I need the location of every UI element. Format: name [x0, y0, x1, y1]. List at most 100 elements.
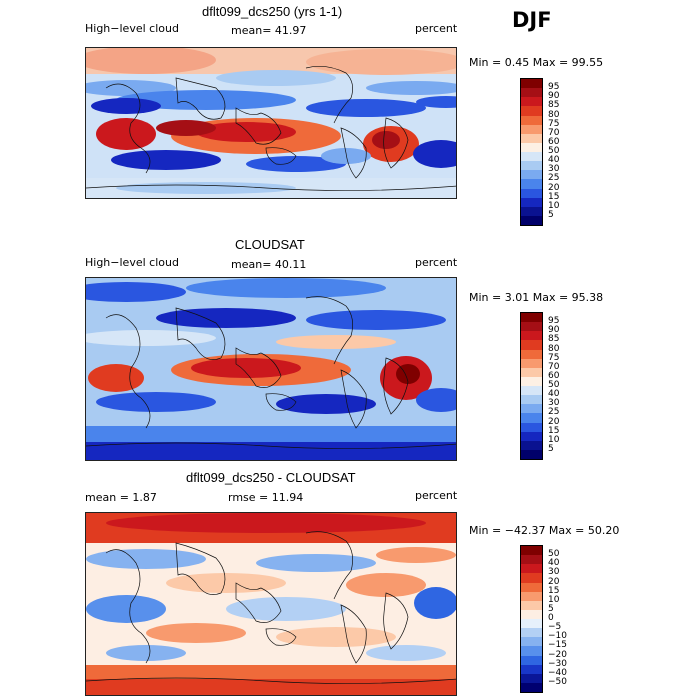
- season-label: DJF: [512, 8, 552, 32]
- colorbar-swatch: [521, 555, 542, 565]
- colorbar-swatch: [521, 133, 542, 143]
- colorbar-tick-label: 95: [548, 316, 560, 327]
- colorbar-tick-label: 40: [548, 558, 560, 569]
- colorbar-swatch: [521, 431, 542, 441]
- panel-2-units: percent: [415, 256, 458, 269]
- colorbar-tick-label: −5: [548, 622, 562, 633]
- colorbar-tick-label: −10: [548, 631, 567, 642]
- panel-1-min-max: Min = 0.45 Max = 99.55: [469, 56, 604, 69]
- panel-1-title: dflt099_dcs250 (yrs 1-1): [202, 4, 343, 19]
- colorbar-tick-label: 5: [548, 209, 554, 220]
- colorbar-swatch: [521, 376, 542, 386]
- colorbar-swatch: [521, 79, 542, 89]
- panel-3-min-max: Min = −42.37 Max = 50.20: [469, 524, 620, 537]
- colorbar-tick-label: 30: [548, 567, 560, 578]
- colorbar-swatch: [521, 179, 542, 189]
- colorbar-swatch: [521, 97, 542, 107]
- colorbar-swatch: [521, 582, 542, 592]
- colorbar-swatch: [521, 646, 542, 656]
- colorbar-swatch: [521, 367, 542, 377]
- colorbar-swatch: [521, 682, 542, 692]
- colorbar-swatch: [521, 600, 542, 610]
- colorbar-swatch: [521, 340, 542, 350]
- colorbar-tick-label: 40: [548, 389, 560, 400]
- colorbar-tick-label: 5: [548, 603, 554, 614]
- colorbar-swatch: [521, 673, 542, 683]
- colorbar-tick-label: 15: [548, 585, 560, 596]
- panel-1-colorbar: [520, 78, 543, 226]
- colorbar-tick-label: 20: [548, 576, 560, 587]
- panel-2-map-field: [86, 278, 456, 460]
- colorbar-tick-label: 80: [548, 343, 560, 354]
- colorbar-tick-label: 95: [548, 82, 560, 93]
- colorbar-swatch: [521, 206, 542, 216]
- colorbar-tick-label: 5: [548, 443, 554, 454]
- colorbar-swatch: [521, 349, 542, 359]
- colorbar-swatch: [521, 637, 542, 647]
- colorbar-tick-label: 10: [548, 200, 560, 211]
- colorbar-swatch: [521, 395, 542, 405]
- colorbar-swatch: [521, 564, 542, 574]
- colorbar-swatch: [521, 546, 542, 556]
- panel-1-variable-label: High−level cloud: [85, 22, 179, 35]
- colorbar-tick-label: 75: [548, 352, 560, 363]
- panel-3-title: dflt099_dcs250 - CLOUDSAT: [186, 470, 356, 485]
- colorbar-tick-label: 70: [548, 361, 560, 372]
- panel-2-colorbar: [520, 312, 543, 460]
- colorbar-swatch: [521, 628, 542, 638]
- colorbar-swatch: [521, 124, 542, 134]
- colorbar-tick-label: 30: [548, 398, 560, 409]
- panel-3-rmse: rmse = 11.94: [228, 491, 304, 504]
- colorbar-tick-label: 25: [548, 173, 560, 184]
- colorbar-swatch: [521, 422, 542, 432]
- colorbar-swatch: [521, 413, 542, 423]
- colorbar-tick-label: 85: [548, 334, 560, 345]
- colorbar-swatch: [521, 619, 542, 629]
- colorbar-tick-label: 10: [548, 434, 560, 445]
- colorbar-tick-label: −20: [548, 649, 567, 660]
- colorbar-swatch: [521, 358, 542, 368]
- colorbar-swatch: [521, 591, 542, 601]
- colorbar-tick-label: 40: [548, 155, 560, 166]
- panel-3-map: [85, 512, 457, 696]
- colorbar-tick-label: 50: [548, 549, 560, 560]
- colorbar-swatch: [521, 655, 542, 665]
- colorbar-swatch: [521, 170, 542, 180]
- colorbar-tick-label: 30: [548, 164, 560, 175]
- colorbar-tick-label: 85: [548, 100, 560, 111]
- colorbar-tick-label: 60: [548, 136, 560, 147]
- panel-1-mean: mean= 41.97: [231, 24, 307, 37]
- colorbar-tick-label: 50: [548, 146, 560, 156]
- colorbar-tick-label: 25: [548, 407, 560, 418]
- colorbar-tick-label: 15: [548, 425, 560, 436]
- colorbar-swatch: [521, 161, 542, 171]
- colorbar-swatch: [521, 449, 542, 459]
- colorbar-tick-label: 70: [548, 127, 560, 138]
- colorbar-swatch: [521, 573, 542, 583]
- colorbar-tick-label: 15: [548, 191, 560, 202]
- colorbar-tick-label: 20: [548, 182, 560, 193]
- colorbar-swatch: [521, 215, 542, 225]
- colorbar-tick-label: 0: [548, 613, 554, 623]
- colorbar-swatch: [521, 88, 542, 98]
- panel-3-units: percent: [415, 489, 458, 502]
- colorbar-tick-label: −30: [548, 658, 567, 669]
- panel-2-mean: mean= 40.11: [231, 258, 307, 271]
- panel-3-map-field: [86, 513, 456, 695]
- panel-3-mean: mean = 1.87: [85, 491, 157, 504]
- colorbar-swatch: [521, 404, 542, 414]
- panel-2-variable-label: High−level cloud: [85, 256, 179, 269]
- colorbar-swatch: [521, 115, 542, 125]
- colorbar-tick-label: −15: [548, 640, 567, 651]
- colorbar-swatch: [521, 322, 542, 332]
- colorbar-tick-label: 50: [548, 380, 560, 390]
- colorbar-tick-label: −40: [548, 667, 567, 678]
- colorbar-tick-label: 60: [548, 370, 560, 381]
- panel-2-map: [85, 277, 457, 461]
- panel-1-units: percent: [415, 22, 458, 35]
- colorbar-swatch: [521, 152, 542, 162]
- colorbar-tick-label: 20: [548, 416, 560, 427]
- colorbar-swatch: [521, 188, 542, 198]
- colorbar-swatch: [521, 440, 542, 450]
- colorbar-swatch: [521, 664, 542, 674]
